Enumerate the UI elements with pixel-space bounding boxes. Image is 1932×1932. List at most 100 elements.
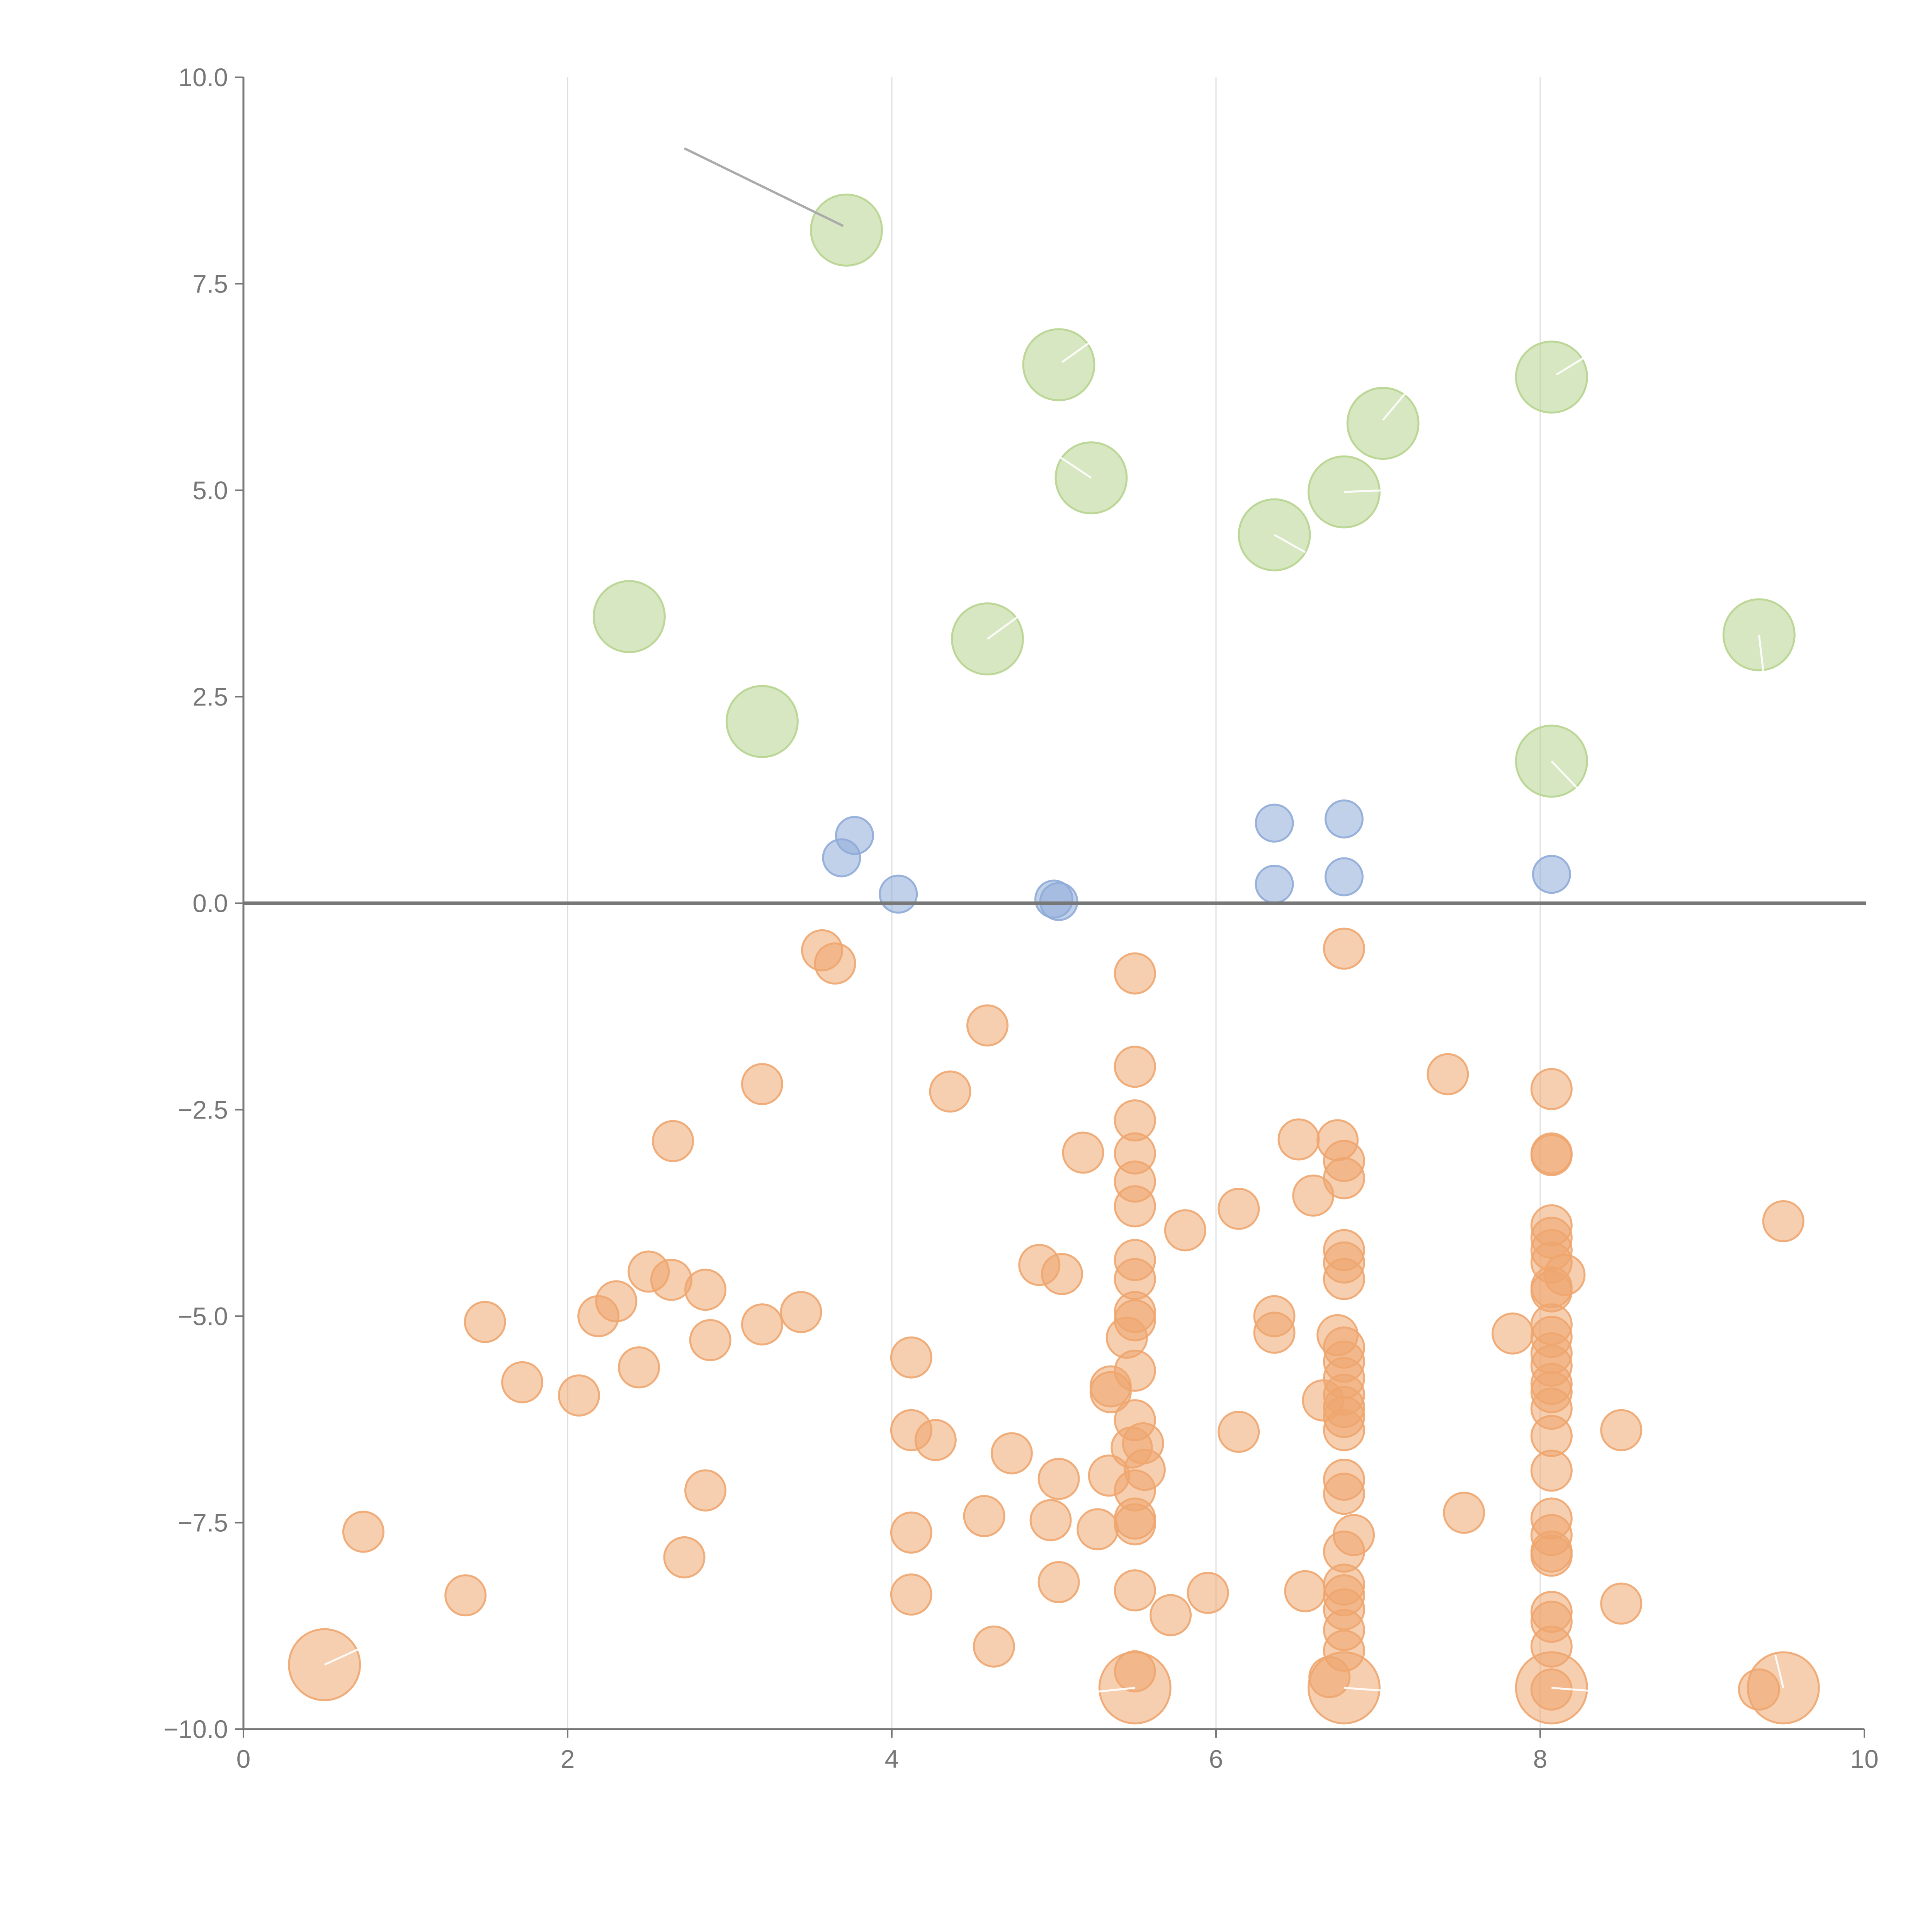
data-point — [1041, 1253, 1083, 1295]
data-point — [618, 1346, 660, 1389]
y-tick-label: −10.0 — [163, 1715, 228, 1743]
leader-line — [1344, 1687, 1403, 1693]
leader-line — [1094, 1687, 1135, 1693]
data-point — [725, 685, 799, 758]
data-point — [444, 1574, 487, 1617]
data-point — [689, 1319, 731, 1361]
data-point — [1255, 864, 1294, 904]
data-point — [1323, 1258, 1365, 1300]
leader-line — [684, 147, 844, 227]
x-tick-label: 0 — [236, 1745, 251, 1773]
y-tick-label: −7.5 — [178, 1509, 228, 1537]
data-point — [652, 1120, 694, 1162]
data-point — [1089, 1371, 1132, 1413]
data-point — [1187, 1571, 1229, 1614]
data-point — [741, 1063, 783, 1105]
data-point — [914, 1419, 957, 1461]
annotation-leader-lines — [324, 147, 1784, 1693]
data-point — [1022, 328, 1095, 401]
data-point — [684, 1469, 727, 1512]
data-point — [663, 1536, 706, 1578]
x-axis-ticks: 0 2 4 6 8 10 — [236, 1729, 1879, 1773]
data-point — [929, 1070, 971, 1113]
data-point — [501, 1361, 544, 1403]
data-point — [1600, 1409, 1643, 1451]
data-point — [1530, 1068, 1573, 1110]
y-tick-label: 5.0 — [192, 476, 228, 505]
leader-line — [324, 1641, 374, 1666]
y-tick-label: −2.5 — [178, 1095, 228, 1124]
data-point — [1427, 1053, 1469, 1095]
data-point — [1114, 1503, 1156, 1546]
leader-line — [987, 613, 1022, 640]
data-point — [1323, 927, 1365, 970]
data-point — [890, 1511, 932, 1554]
data-point — [890, 1573, 932, 1616]
leader-line — [1053, 452, 1092, 479]
x-tick-label: 2 — [561, 1745, 575, 1773]
leader-line — [1551, 760, 1582, 793]
data-point — [1218, 1411, 1260, 1453]
y-tick-label: −5.0 — [178, 1302, 228, 1330]
data-point — [1346, 387, 1420, 460]
data-point — [1515, 340, 1588, 414]
data-point — [1600, 1582, 1643, 1625]
data-point — [1762, 1200, 1804, 1242]
data-point — [963, 1495, 1005, 1537]
data-point — [1029, 1499, 1072, 1541]
leader-line — [1382, 386, 1412, 421]
y-tick-label: 7.5 — [192, 269, 228, 298]
data-point — [810, 193, 883, 267]
data-point — [1530, 1534, 1573, 1577]
data-point — [592, 580, 666, 653]
y-axis-ticks: 10.0 7.5 5.0 2.5 0.0 −2.5 −5.0 −7.5 −10.0 — [163, 63, 243, 1743]
data-point — [741, 1303, 783, 1346]
data-point — [814, 942, 856, 985]
data-point — [1037, 1561, 1080, 1604]
data-point — [684, 1269, 727, 1311]
data-point — [1277, 1118, 1320, 1161]
data-point — [1037, 1458, 1080, 1500]
data-point — [1324, 799, 1364, 838]
data-points — [288, 193, 1820, 1725]
leader-line — [1758, 634, 1765, 676]
data-point — [464, 1301, 506, 1343]
data-point — [973, 1625, 1015, 1668]
data-point — [577, 1295, 620, 1337]
data-point — [966, 1004, 1009, 1047]
leader-line — [1556, 349, 1598, 376]
data-point — [1114, 952, 1156, 995]
data-point — [1114, 1185, 1156, 1228]
data-point — [1114, 1569, 1156, 1612]
data-point — [1150, 1594, 1192, 1636]
data-point — [1284, 1570, 1327, 1612]
data-point — [1255, 803, 1294, 843]
leader-line — [1274, 534, 1306, 553]
x-tick-label: 8 — [1533, 1745, 1548, 1773]
leader-line — [1061, 332, 1103, 363]
leader-line — [1344, 489, 1386, 493]
data-point — [879, 874, 918, 914]
x-tick-label: 6 — [1209, 1745, 1223, 1773]
data-point — [780, 1291, 822, 1333]
data-point — [1218, 1187, 1260, 1230]
data-point — [1077, 1508, 1119, 1551]
y-tick-label: 0.0 — [192, 889, 228, 918]
data-point — [558, 1374, 600, 1417]
data-point — [1324, 857, 1364, 896]
data-point — [1443, 1492, 1485, 1534]
data-point — [1333, 1514, 1375, 1556]
leader-line — [1774, 1655, 1784, 1688]
data-point — [1532, 855, 1571, 894]
data-point — [1164, 1209, 1206, 1252]
data-point — [1253, 1311, 1296, 1354]
x-tick-label: 10 — [1850, 1745, 1878, 1773]
data-point — [342, 1510, 384, 1553]
data-point — [1323, 1157, 1365, 1199]
data-point — [1114, 1046, 1156, 1088]
data-point — [822, 838, 861, 878]
x-tick-label: 4 — [885, 1745, 899, 1773]
y-tick-label: 10.0 — [179, 63, 228, 92]
data-point — [890, 1336, 932, 1379]
